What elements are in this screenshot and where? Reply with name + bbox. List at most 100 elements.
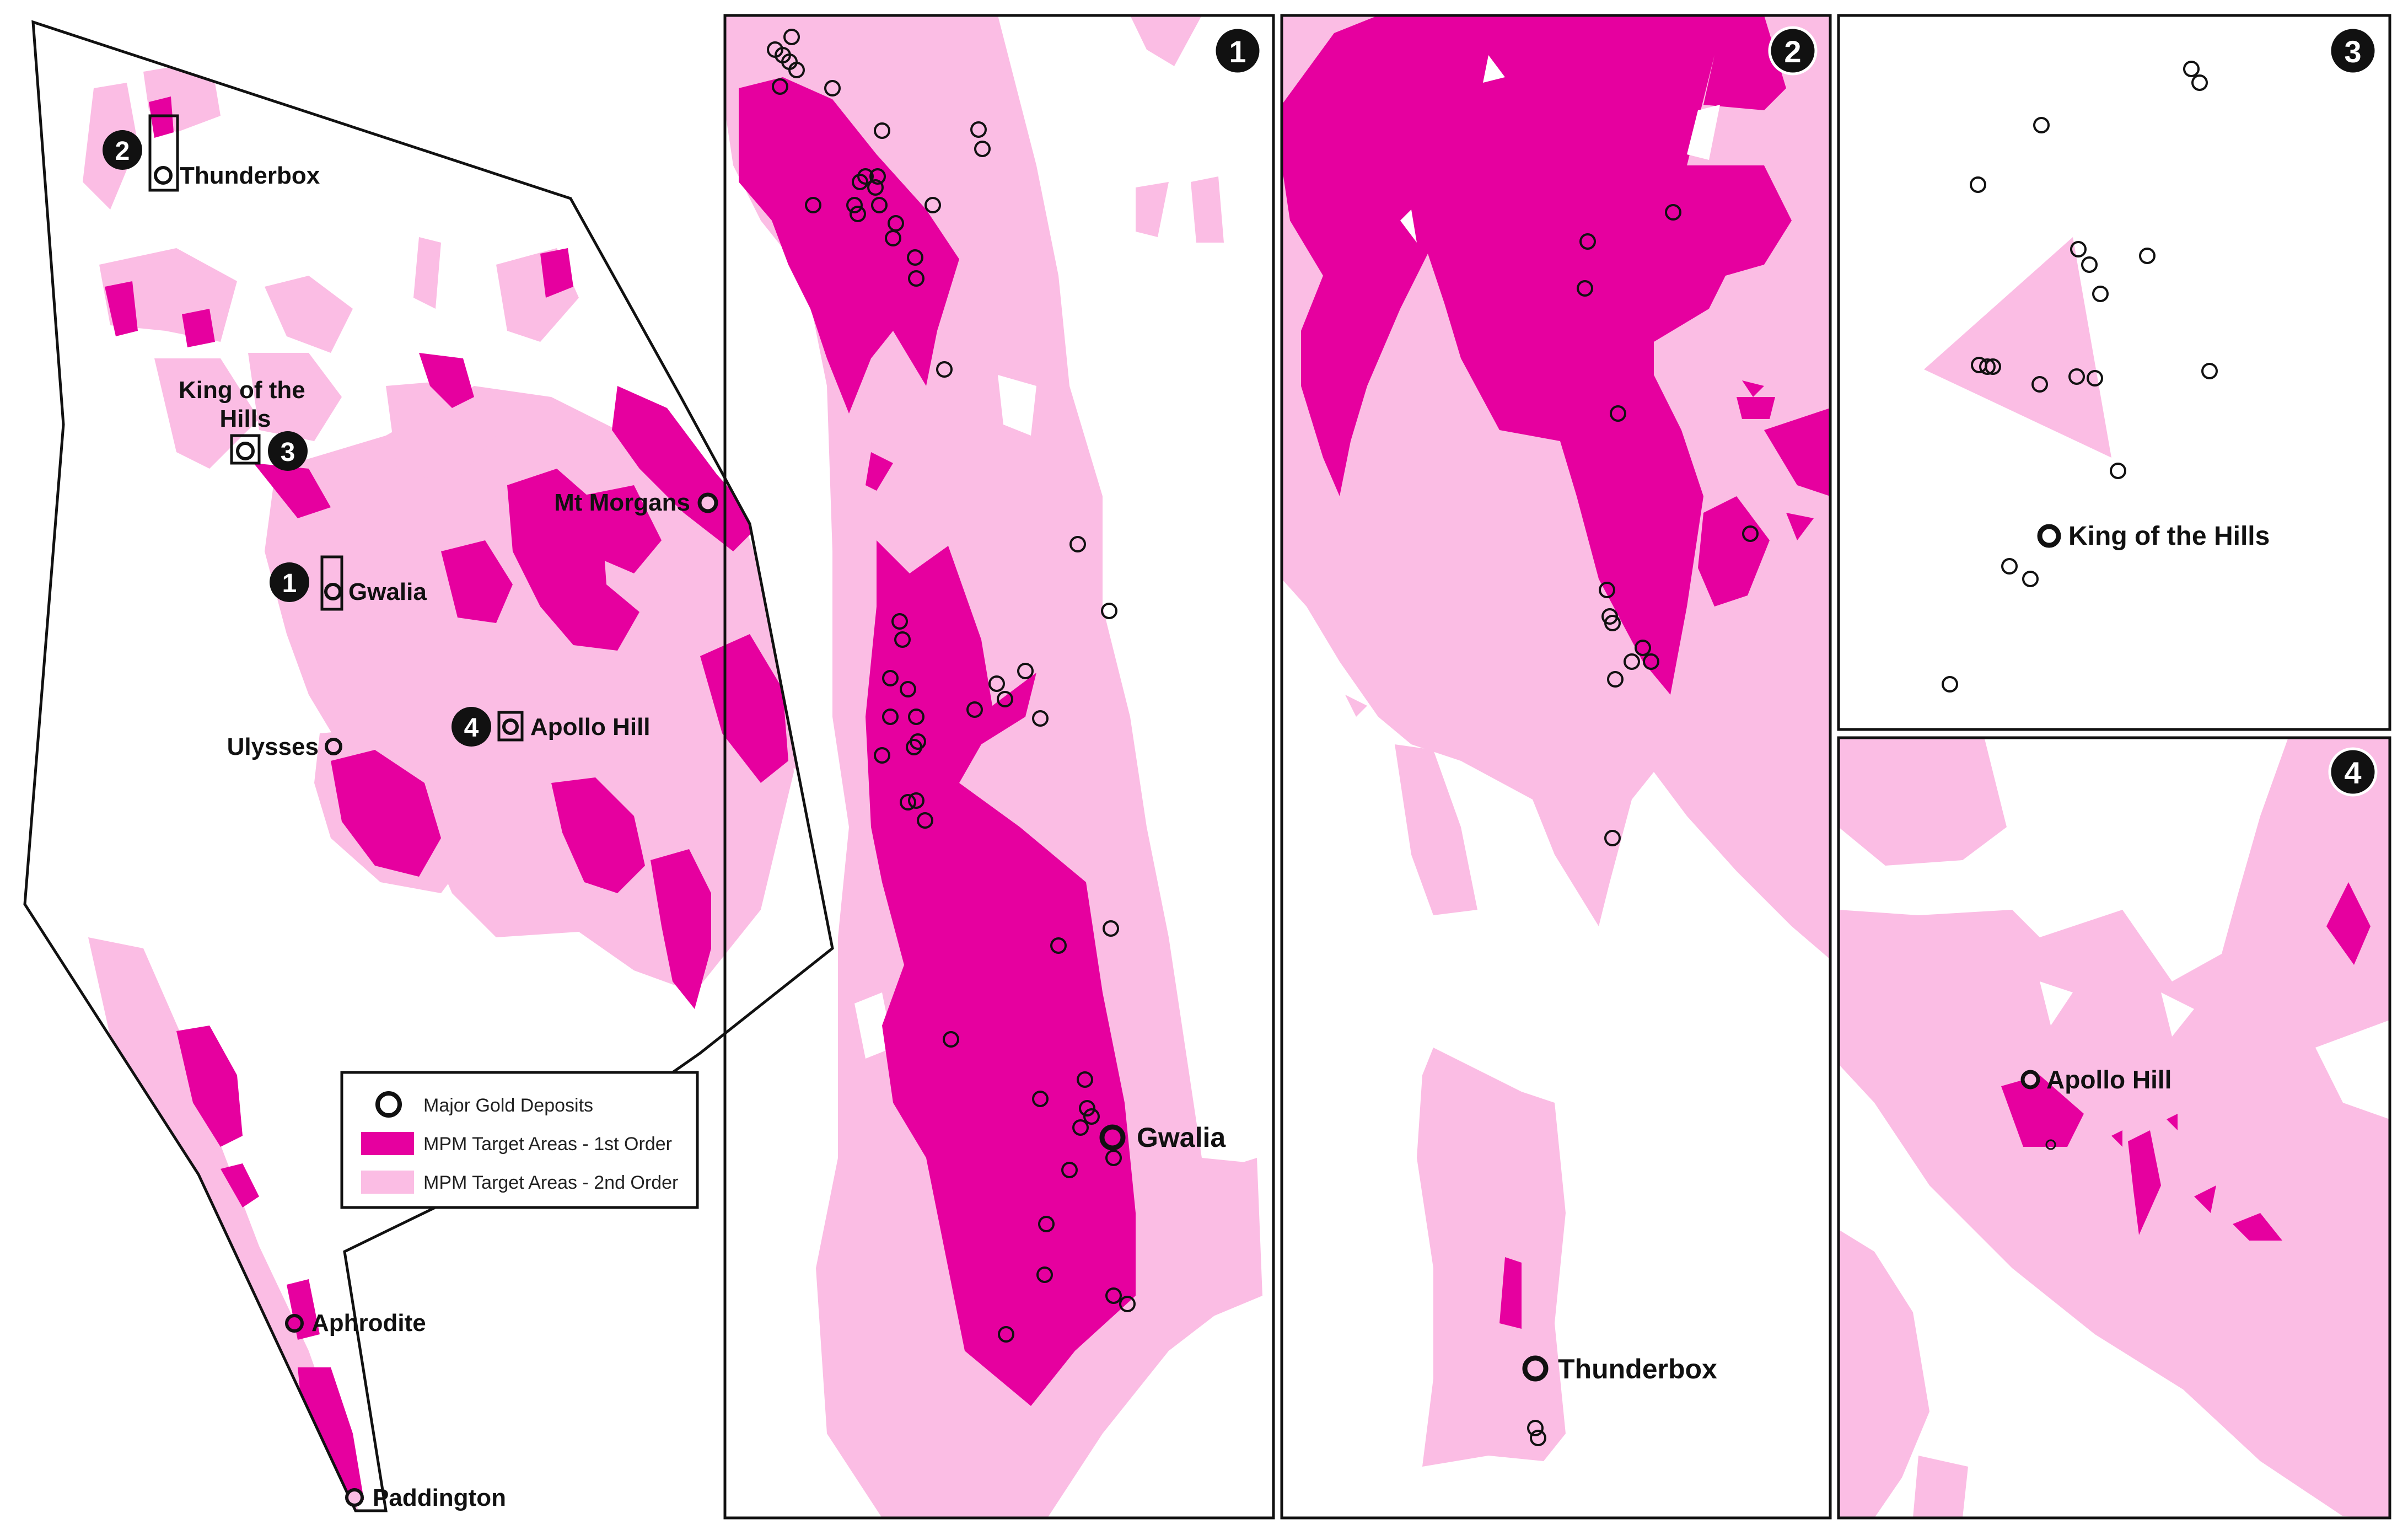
legend-label: MPM Target Areas - 1st Order bbox=[423, 1134, 672, 1155]
deposit-label: Ulysses bbox=[227, 733, 319, 760]
minor-deposit-icon bbox=[2139, 248, 2156, 264]
minor-deposit-icon bbox=[900, 794, 916, 811]
panel-4-gaps bbox=[2040, 981, 2390, 1119]
overview-badge-2-label: 2 bbox=[115, 137, 130, 166]
deposit-label: Mt Morgans bbox=[554, 489, 690, 516]
panel-3-deposit-label: King of the Hills bbox=[2068, 522, 2270, 551]
minor-deposit-icon bbox=[874, 122, 890, 139]
minor-deposit-icon bbox=[783, 29, 800, 45]
minor-deposit-icon bbox=[2045, 1139, 2056, 1150]
minor-deposit-icon bbox=[869, 168, 886, 185]
panel-1-badge-label: 1 bbox=[1229, 34, 1246, 69]
overview-badge-1: 1 bbox=[270, 562, 309, 602]
deposit-paddington: Paddington bbox=[345, 1484, 506, 1511]
first-order-swatch bbox=[361, 1132, 414, 1155]
overview-badge-4-label: 4 bbox=[464, 713, 479, 743]
minor-deposit-icon bbox=[867, 179, 884, 196]
minor-deposit-icon bbox=[1017, 663, 1034, 679]
minor-deposit-icon bbox=[1665, 204, 1681, 221]
deposit-marker-icon bbox=[285, 1314, 304, 1333]
deposit-marker-icon bbox=[236, 442, 255, 460]
panel-2-gaps bbox=[1400, 55, 1720, 243]
minor-deposit-icon bbox=[908, 792, 925, 809]
minor-deposit-icon bbox=[1069, 536, 1086, 552]
minor-deposit-icon bbox=[2201, 363, 2218, 379]
minor-deposit-icon bbox=[850, 206, 866, 222]
minor-deposit-icon bbox=[966, 701, 983, 718]
minor-deposit-icon bbox=[885, 230, 901, 246]
panel-2-deposit-label: Thunderbox bbox=[1558, 1354, 1717, 1384]
minor-deposit-icon bbox=[2191, 74, 2208, 91]
minor-deposit-icon bbox=[2070, 241, 2087, 257]
minor-deposit-icon bbox=[894, 631, 911, 648]
deposit-marker-icon bbox=[345, 1488, 364, 1507]
minor-deposit-icon bbox=[871, 197, 888, 213]
minor-deposit-icon bbox=[891, 613, 908, 630]
minor-deposit-icon bbox=[2110, 463, 2126, 479]
panel-1: Gwalia 1 bbox=[723, 14, 1275, 1520]
panel-4: Apollo Hill 4 bbox=[1837, 736, 2391, 1520]
legend-item-second-order: MPM Target Areas - 2nd Order bbox=[361, 1171, 678, 1194]
panel-1-badge: 1 bbox=[1213, 26, 1262, 76]
deposit-gwalia: Gwalia bbox=[324, 578, 427, 605]
deposit-ulysses: Ulysses bbox=[227, 733, 342, 760]
legend-item-first-order: MPM Target Areas - 1st Order bbox=[361, 1132, 672, 1155]
panel-2-first-order bbox=[1282, 15, 1830, 1329]
minor-deposit-icon bbox=[1050, 937, 1067, 954]
deposit-apollo-hill: Apollo Hill bbox=[502, 713, 651, 740]
minor-deposit-icon bbox=[936, 361, 953, 378]
deposit-label: Paddington bbox=[373, 1484, 506, 1511]
panel-2-badge-label: 2 bbox=[1784, 34, 1801, 69]
overview-target-areas bbox=[83, 66, 816, 1511]
minor-deposit-icon bbox=[2087, 370, 2103, 387]
deposit-mt-morgans: Mt Morgans bbox=[554, 489, 718, 516]
minor-deposit-icon bbox=[846, 197, 863, 213]
minor-deposit-icon bbox=[906, 739, 922, 755]
panel-1-deposit-label: Gwalia bbox=[1137, 1122, 1226, 1153]
minor-deposit-icon bbox=[1985, 358, 2001, 375]
minor-deposit-icon bbox=[874, 747, 890, 764]
minor-deposit-icon bbox=[908, 709, 925, 725]
minor-deposit-icon bbox=[925, 197, 941, 213]
deposit-marker-icon bbox=[502, 718, 519, 735]
panel-4-first-order bbox=[2001, 882, 2371, 1241]
minor-deposit-icon bbox=[1032, 1091, 1049, 1107]
panel-4-minor-deposits bbox=[2045, 1139, 2056, 1150]
overview-badge-1-label: 1 bbox=[282, 569, 297, 598]
minor-deposit-icon bbox=[1101, 603, 1117, 619]
circle-icon bbox=[375, 1091, 402, 1118]
deposit-label: King of the Hills bbox=[179, 377, 312, 432]
panel-1-first-order bbox=[739, 77, 1136, 1406]
overview-badge-3: 3 bbox=[268, 431, 308, 471]
minor-deposit-icon bbox=[1530, 1430, 1546, 1446]
panel-3-badge: 3 bbox=[2328, 26, 2378, 76]
inset-locator-2 bbox=[148, 114, 179, 192]
minor-deposit-icon bbox=[852, 174, 868, 190]
minor-deposit-icon bbox=[2183, 61, 2200, 77]
minor-deposit-icon bbox=[1527, 1420, 1544, 1436]
panel-2-badge: 2 bbox=[1768, 26, 1818, 76]
minor-deposit-icon bbox=[1077, 1071, 1093, 1088]
minor-deposit-icon bbox=[882, 670, 899, 686]
minor-deposit-icon bbox=[998, 1326, 1014, 1343]
minor-deposit-icon bbox=[1624, 653, 1640, 670]
minor-deposit-icon bbox=[907, 249, 923, 266]
panel-1-deposit-marker-icon bbox=[1099, 1124, 1126, 1151]
inset-locator-4 bbox=[497, 711, 524, 742]
deposit-marker-icon bbox=[154, 166, 173, 185]
deposit-label: Aphrodite bbox=[311, 1309, 426, 1337]
minor-deposit-icon bbox=[1105, 1150, 1122, 1166]
first-order-areas bbox=[105, 96, 788, 1511]
minor-deposit-icon bbox=[1604, 830, 1621, 846]
minor-deposit-icon bbox=[2081, 256, 2098, 273]
inset-locator-1 bbox=[320, 555, 343, 611]
minor-deposit-icon bbox=[2001, 558, 2018, 575]
minor-deposit-icon bbox=[943, 1031, 959, 1048]
minor-deposit-icon bbox=[1083, 1108, 1100, 1125]
panel-3-minor-deposits bbox=[1942, 61, 2218, 693]
panel-4-deposit-label: Apollo Hill bbox=[2046, 1065, 2172, 1094]
panel-4-badge-label: 4 bbox=[2344, 755, 2361, 790]
second-order-swatch bbox=[361, 1171, 414, 1194]
minor-deposit-icon bbox=[1103, 920, 1119, 937]
minor-deposit-icon bbox=[1604, 615, 1621, 631]
